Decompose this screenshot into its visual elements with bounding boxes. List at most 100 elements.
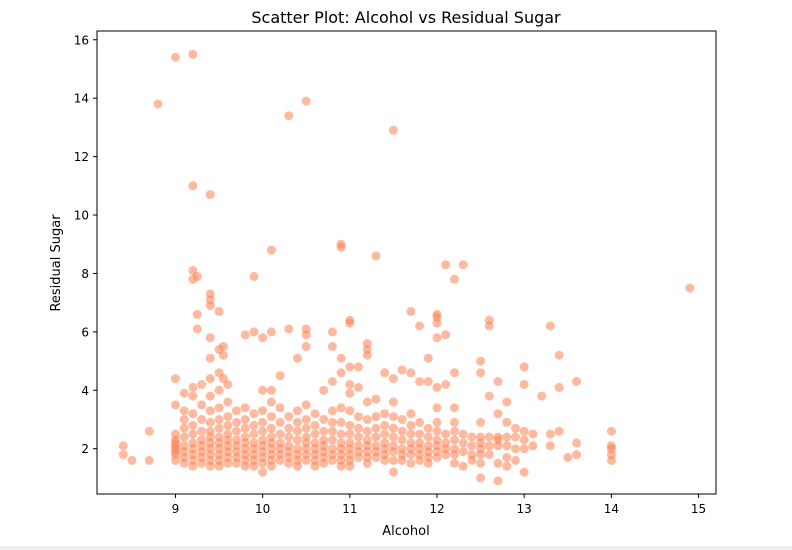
- data-point: [528, 441, 538, 451]
- data-point: [214, 415, 224, 424]
- data-point: [450, 274, 459, 284]
- data-point: [293, 426, 302, 436]
- data-point: [371, 412, 381, 422]
- x-tick-label: 13: [517, 502, 532, 516]
- data-point: [502, 461, 512, 471]
- y-tick-label: 4: [81, 384, 89, 398]
- data-point: [371, 251, 381, 261]
- data-point: [205, 190, 215, 200]
- data-point: [423, 458, 433, 468]
- data-point: [275, 371, 285, 381]
- data-point: [423, 353, 433, 363]
- data-point: [388, 467, 398, 477]
- data-point: [484, 450, 494, 460]
- data-point: [293, 417, 302, 427]
- data-point: [450, 450, 459, 460]
- data-point: [284, 423, 294, 433]
- data-point: [371, 423, 381, 433]
- data-point: [432, 382, 442, 392]
- data-point: [232, 417, 241, 427]
- data-point: [397, 455, 407, 465]
- data-point: [467, 441, 477, 451]
- data-point: [458, 429, 468, 439]
- data-point: [354, 423, 363, 433]
- data-point: [545, 441, 555, 451]
- data-point: [310, 409, 320, 419]
- data-point: [511, 444, 520, 454]
- data-point: [205, 461, 215, 471]
- data-point: [484, 432, 494, 442]
- data-point: [275, 403, 285, 413]
- data-point: [354, 382, 363, 392]
- data-point: [319, 385, 329, 395]
- data-point: [266, 385, 276, 395]
- data-point: [502, 397, 512, 407]
- data-point: [406, 306, 416, 316]
- data-point: [327, 377, 337, 386]
- points-layer: [118, 49, 695, 486]
- data-point: [118, 441, 128, 451]
- data-point: [484, 441, 494, 451]
- data-point: [371, 453, 381, 462]
- data-point: [388, 447, 398, 457]
- data-point: [511, 432, 520, 442]
- data-point: [214, 306, 224, 316]
- data-point: [319, 415, 329, 424]
- data-point: [179, 406, 189, 416]
- data-point: [406, 368, 416, 378]
- data-point: [388, 412, 398, 422]
- data-point: [223, 397, 233, 407]
- data-point: [310, 420, 320, 430]
- data-point: [205, 391, 215, 401]
- data-point: [432, 426, 442, 436]
- data-point: [188, 461, 198, 471]
- data-point: [327, 455, 337, 465]
- data-point: [432, 333, 442, 343]
- data-point: [192, 324, 202, 334]
- data-point: [354, 412, 363, 422]
- data-point: [345, 380, 355, 389]
- data-point: [519, 435, 529, 445]
- data-point: [214, 403, 224, 413]
- data-point: [188, 391, 198, 401]
- data-point: [519, 426, 529, 436]
- data-point: [423, 423, 433, 433]
- data-point: [205, 374, 215, 384]
- data-point: [450, 426, 459, 436]
- chart-title: Scatter Plot: Alcohol vs Residual Sugar: [251, 8, 561, 27]
- data-point: [171, 374, 180, 384]
- data-point: [415, 455, 425, 465]
- data-point: [249, 409, 259, 419]
- data-point: [293, 406, 302, 416]
- data-point: [554, 426, 564, 436]
- data-point: [388, 455, 398, 465]
- data-point: [144, 426, 154, 436]
- data-point: [371, 432, 381, 442]
- data-point: [476, 356, 486, 366]
- data-point: [223, 458, 233, 468]
- data-point: [284, 458, 294, 468]
- data-point: [380, 429, 390, 439]
- data-point: [197, 400, 207, 410]
- data-point: [519, 467, 529, 477]
- data-point: [441, 330, 451, 340]
- data-point: [458, 447, 468, 457]
- data-point: [301, 415, 311, 424]
- data-point: [572, 377, 581, 386]
- data-point: [258, 406, 268, 416]
- data-point: [266, 327, 276, 337]
- data-point: [362, 426, 372, 436]
- data-point: [685, 283, 695, 293]
- data-point: [258, 426, 268, 436]
- x-axis-label: Alcohol: [382, 524, 429, 539]
- data-point: [188, 49, 198, 59]
- data-point: [266, 245, 276, 255]
- data-point: [232, 406, 241, 416]
- data-point: [284, 412, 294, 422]
- data-point: [432, 318, 442, 328]
- plot-frame: [96, 30, 717, 495]
- data-point: [188, 429, 198, 439]
- data-point: [519, 380, 529, 389]
- data-point: [476, 450, 486, 460]
- data-point: [327, 406, 337, 416]
